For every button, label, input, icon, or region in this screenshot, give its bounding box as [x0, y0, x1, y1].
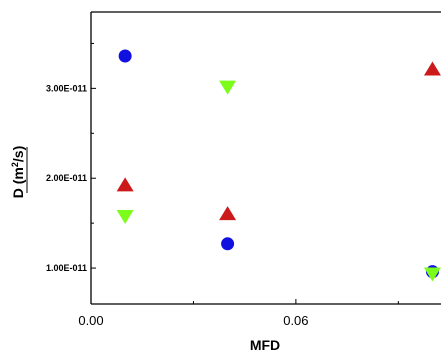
y-axis-title: D (m2/s) [10, 146, 26, 198]
y-axis-title-tail: /s) [10, 146, 26, 162]
data-points [116, 49, 441, 282]
triangle-down-point [116, 209, 134, 224]
x-tick-label: 0.06 [283, 313, 308, 328]
triangle-down-point [219, 80, 237, 95]
x-tick-label: 0.00 [78, 313, 103, 328]
circle-point [118, 49, 132, 63]
triangle-up-point [219, 206, 237, 221]
triangle-up-point [423, 61, 441, 76]
y-axis: 1.00E-011 2.00E-011 3.00E-011 [46, 42, 96, 273]
triangle-up-point [116, 177, 134, 192]
circle-point [221, 237, 235, 251]
y-tick-label: 3.00E-011 [46, 83, 87, 93]
plot-frame [90, 11, 441, 305]
series-triangle-down [116, 80, 441, 282]
y-axis-title-unit: m [10, 167, 26, 179]
y-tick-label: 1.00E-011 [46, 263, 87, 273]
y-axis-title-exponent: 2 [10, 162, 20, 167]
triangle-down-point [423, 267, 441, 282]
x-axis: 0.00 0.06 [78, 299, 399, 328]
y-axis-title-lead: D ( [10, 179, 26, 198]
y-tick-label: 2.00E-011 [46, 173, 87, 183]
series-circle [118, 49, 439, 279]
x-axis-title: MFD [250, 337, 280, 353]
series-triangle-up [116, 61, 441, 221]
